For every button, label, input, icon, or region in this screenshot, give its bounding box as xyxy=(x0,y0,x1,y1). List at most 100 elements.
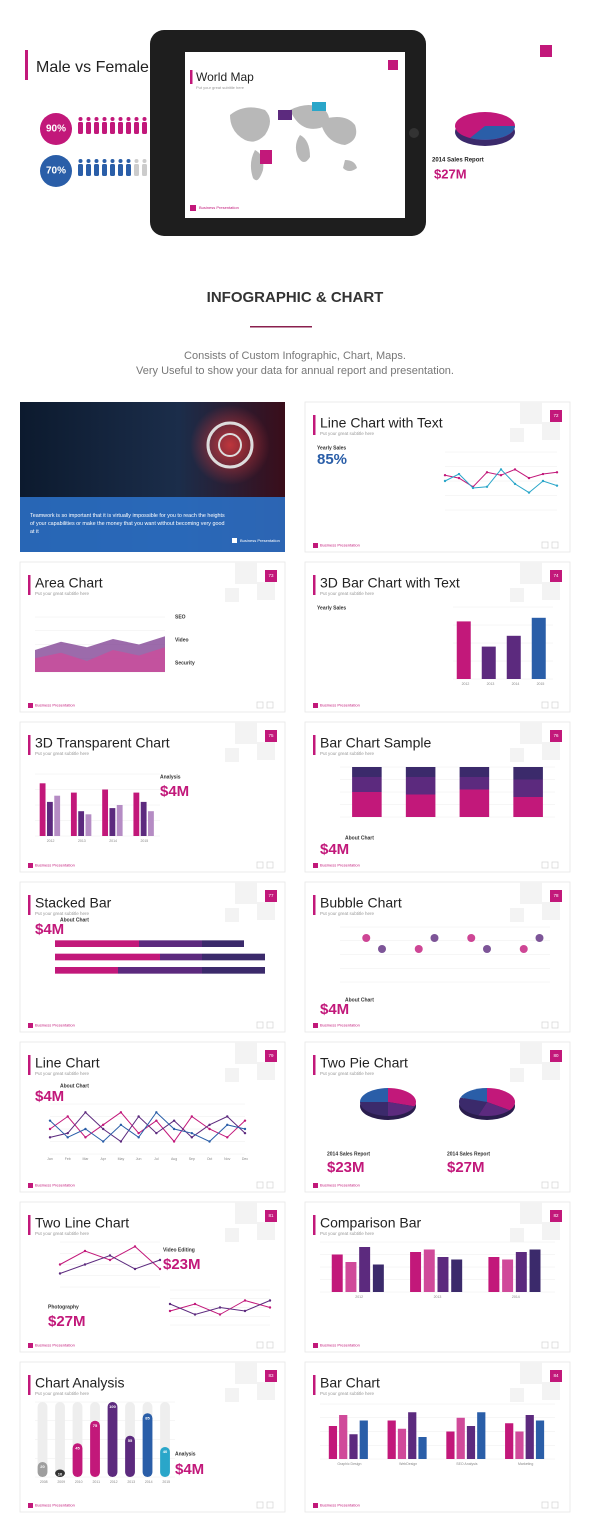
accent xyxy=(25,50,28,80)
tablet: World Map Put your great subtitle here B… xyxy=(150,30,426,236)
decor-square xyxy=(542,582,560,600)
logo xyxy=(28,1183,33,1188)
hero-left: Male vs Female 90% 70% xyxy=(25,50,155,187)
bar-segment xyxy=(139,940,202,947)
pie-slice xyxy=(458,1097,487,1116)
x-tick-label: Oct xyxy=(207,1157,212,1161)
person-head xyxy=(126,159,131,163)
footer-icon xyxy=(551,1501,559,1509)
point xyxy=(499,474,503,477)
decor-square xyxy=(542,902,560,920)
x-tick-label: Jun xyxy=(136,1157,142,1161)
value-label: 75 xyxy=(93,1423,98,1428)
x-tick-label: 2012 xyxy=(355,1295,363,1299)
x-tick-label: 2009 xyxy=(57,1480,65,1484)
highlight-value: $4M xyxy=(35,1088,64,1105)
x-tick-label: 2015 xyxy=(537,682,545,686)
bar xyxy=(437,1257,449,1292)
slide-subtitle: Put your great subtitle here xyxy=(320,1231,375,1236)
point xyxy=(226,1115,229,1118)
footer-icon xyxy=(256,1501,264,1509)
bar xyxy=(418,1437,427,1459)
bar-segment xyxy=(55,940,139,947)
slide-title: Line Chart with Text xyxy=(320,415,443,431)
slide-title: Line Chart xyxy=(35,1055,100,1071)
decor-square xyxy=(235,1362,257,1384)
x-tick-label: 2015 xyxy=(162,1480,170,1484)
page-number-box xyxy=(550,410,562,422)
bar xyxy=(328,1426,338,1459)
value-label: 100 xyxy=(109,1404,116,1409)
point xyxy=(457,472,461,476)
slide-subtitle: Put your great subtitle here xyxy=(320,911,375,916)
point xyxy=(101,1140,105,1143)
heading: INFOGRAPHIC & CHART xyxy=(207,289,384,306)
x-tick-label: 2015 xyxy=(140,839,148,843)
point xyxy=(137,1131,140,1135)
decor-square xyxy=(257,1382,275,1400)
person-body xyxy=(102,164,107,176)
map-highlight xyxy=(312,102,326,111)
value-label: 85 xyxy=(145,1415,150,1420)
hero-left-title: Male vs Female xyxy=(36,59,149,76)
slide-subtitle: Put your great subtitle here xyxy=(320,1071,375,1076)
slide-title: Two Pie Chart xyxy=(320,1055,408,1071)
page-number-box xyxy=(265,1050,277,1062)
footer: Business Presentation xyxy=(320,1023,360,1028)
highlight-value: $4M xyxy=(175,1461,204,1478)
bar xyxy=(397,1428,407,1459)
page-number-box xyxy=(265,1210,277,1222)
bar-segment xyxy=(459,767,490,777)
bar xyxy=(529,1249,541,1292)
footer-icon xyxy=(256,861,264,869)
value-label: 45 xyxy=(75,1445,80,1450)
point xyxy=(172,1127,176,1131)
bar-segment xyxy=(55,953,160,961)
decor-square xyxy=(520,1042,542,1064)
bubble xyxy=(519,945,528,953)
tablet-subtitle: Put your great subtitle here xyxy=(196,85,245,90)
bar xyxy=(531,617,546,679)
decor-square xyxy=(510,908,524,922)
ring xyxy=(218,433,242,457)
decor-square xyxy=(225,1388,239,1402)
bar xyxy=(477,1412,486,1459)
decor-square xyxy=(510,748,524,762)
intro-band xyxy=(20,497,285,552)
point xyxy=(513,468,517,471)
logo xyxy=(28,1023,33,1028)
page-number: 74 xyxy=(553,573,559,578)
point xyxy=(243,1131,247,1135)
page-number: 77 xyxy=(268,893,274,898)
page-number-box xyxy=(265,890,277,902)
accent xyxy=(313,1215,316,1235)
caption: SEO xyxy=(175,614,186,620)
slide xyxy=(19,721,286,873)
logo xyxy=(28,863,33,868)
footer: Business Presentation xyxy=(320,703,360,708)
bar xyxy=(451,1259,463,1292)
point xyxy=(541,472,545,476)
logo xyxy=(28,703,33,708)
person-body xyxy=(94,164,99,176)
map-highlight xyxy=(260,150,272,164)
highlight-value: $23M xyxy=(327,1159,365,1176)
accent xyxy=(313,575,316,595)
bar xyxy=(109,808,116,836)
page-number-box xyxy=(265,1370,277,1382)
bar xyxy=(116,805,123,836)
slide-title: Bubble Chart xyxy=(320,895,402,911)
slide-subtitle: Put your great subtitle here xyxy=(320,1391,375,1396)
point xyxy=(155,1131,158,1135)
pie-slice xyxy=(388,1088,417,1107)
slide-subtitle: Put your great subtitle here xyxy=(320,591,375,596)
footer: Business Presentation xyxy=(35,1503,75,1508)
point xyxy=(84,1136,87,1139)
point xyxy=(133,1245,137,1248)
logo xyxy=(313,1183,318,1188)
footer-icon xyxy=(551,1021,559,1029)
decor-square xyxy=(510,1228,524,1242)
caption: Photography xyxy=(48,1304,79,1310)
x-tick-label: 2013 xyxy=(487,682,495,686)
point xyxy=(527,491,531,494)
